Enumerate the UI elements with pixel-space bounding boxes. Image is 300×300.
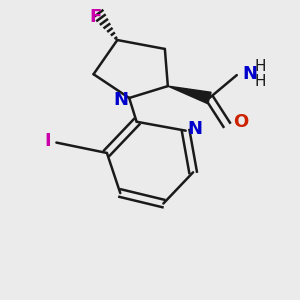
Text: H: H bbox=[255, 74, 266, 89]
Text: H: H bbox=[255, 59, 266, 74]
Text: N: N bbox=[113, 92, 128, 110]
Text: F: F bbox=[89, 8, 101, 26]
Text: N: N bbox=[242, 65, 257, 83]
Text: I: I bbox=[44, 132, 51, 150]
Text: N: N bbox=[187, 120, 202, 138]
Polygon shape bbox=[168, 86, 211, 104]
Text: O: O bbox=[233, 113, 248, 131]
